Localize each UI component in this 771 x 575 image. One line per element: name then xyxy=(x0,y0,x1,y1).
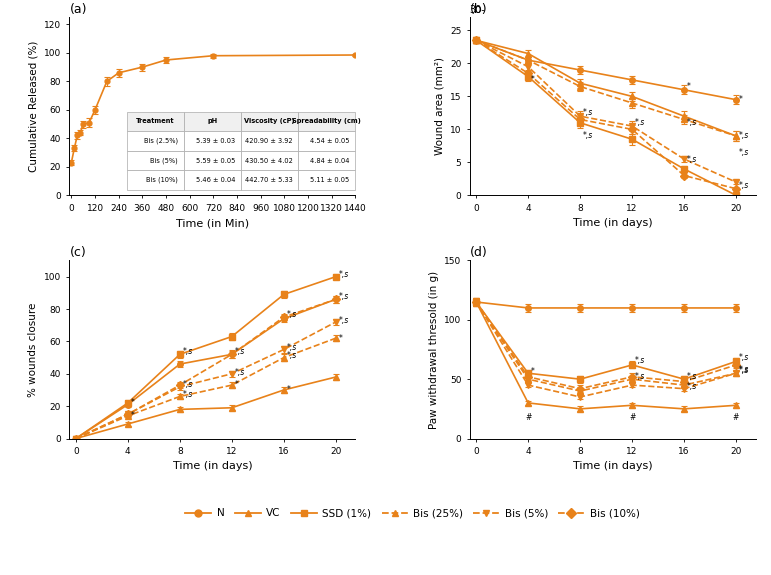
Text: *: * xyxy=(286,385,291,394)
Text: *,s: *,s xyxy=(286,343,297,351)
Text: *: * xyxy=(130,411,134,420)
X-axis label: Time (in days): Time (in days) xyxy=(573,461,652,472)
Text: *,s: *,s xyxy=(687,118,697,127)
X-axis label: Time (in Min): Time (in Min) xyxy=(176,218,249,228)
Text: *,s: *,s xyxy=(739,366,749,375)
Text: *: * xyxy=(234,380,238,389)
Text: *,s: *,s xyxy=(687,371,697,381)
Text: #: # xyxy=(525,413,531,421)
Text: *: * xyxy=(130,397,134,407)
Text: (a): (a) xyxy=(69,3,87,16)
Text: *,s: *,s xyxy=(338,316,348,325)
Text: *,s: *,s xyxy=(234,347,244,355)
Text: *: * xyxy=(338,334,342,343)
Text: *,s: *,s xyxy=(739,148,749,157)
Text: *,s: *,s xyxy=(687,155,697,163)
Text: *,s: *,s xyxy=(338,292,348,301)
Text: *,s: *,s xyxy=(739,352,749,362)
Text: *: * xyxy=(739,95,742,104)
Text: (c): (c) xyxy=(69,246,86,259)
Text: *,s: *,s xyxy=(338,270,348,279)
Text: *,s: *,s xyxy=(183,347,193,356)
Text: *: * xyxy=(530,75,534,85)
Text: *,s: *,s xyxy=(635,372,645,381)
Text: *,s: *,s xyxy=(286,310,297,319)
Text: *,s: *,s xyxy=(234,367,244,377)
Text: *,s: *,s xyxy=(583,132,593,140)
Text: *,s: *,s xyxy=(635,356,645,365)
Y-axis label: Paw withdrawal thresold (in g): Paw withdrawal thresold (in g) xyxy=(429,270,439,428)
Y-axis label: % wounds closure: % wounds closure xyxy=(29,302,39,397)
Text: *,s: *,s xyxy=(635,118,645,127)
X-axis label: Time (in days): Time (in days) xyxy=(573,218,652,228)
Legend: N, VC, SSD (1%), Bis (25%), Bis (5%), Bis (10%): N, VC, SSD (1%), Bis (25%), Bis (5%), Bi… xyxy=(186,508,639,519)
Text: #: # xyxy=(733,413,739,421)
Text: *,s: *,s xyxy=(739,365,749,374)
Text: 30-: 30- xyxy=(470,6,486,16)
Text: *,s: *,s xyxy=(739,181,749,190)
Text: *,s: *,s xyxy=(687,382,697,391)
Text: (b): (b) xyxy=(470,3,487,16)
Text: *,s: *,s xyxy=(183,389,193,398)
Y-axis label: Cumulative Released (%): Cumulative Released (%) xyxy=(29,41,39,172)
Text: #: # xyxy=(629,413,635,421)
Text: *,s: *,s xyxy=(583,108,593,117)
Text: *: * xyxy=(687,82,691,91)
Text: (d): (d) xyxy=(470,246,487,259)
Text: *,s: *,s xyxy=(183,380,193,389)
Text: *,s: *,s xyxy=(286,351,297,359)
Y-axis label: Wound area (mm²): Wound area (mm²) xyxy=(434,58,444,155)
Text: *,s: *,s xyxy=(739,132,749,140)
X-axis label: Time (in days): Time (in days) xyxy=(173,461,252,472)
Text: *: * xyxy=(530,367,534,376)
